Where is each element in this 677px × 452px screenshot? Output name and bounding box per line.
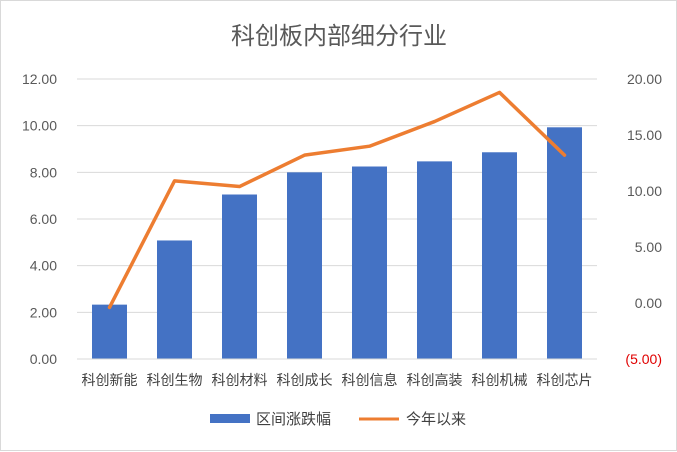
right-tick-label: 0.00 — [635, 295, 662, 311]
bar — [157, 240, 192, 359]
legend-bar-label: 区间涨跌幅 — [256, 410, 331, 428]
legend-line-label: 今年以来 — [406, 410, 466, 428]
left-tick-label: 4.00 — [30, 258, 57, 274]
bar — [92, 305, 127, 359]
left-tick-label: 8.00 — [30, 164, 57, 180]
category-label: 科创生物 — [147, 373, 203, 389]
right-tick-label: 10.00 — [627, 183, 662, 199]
right-tick-label: 15.00 — [627, 127, 662, 143]
category-label: 科创成长 — [277, 373, 333, 389]
left-tick-label: 10.00 — [22, 118, 57, 134]
legend-bar-swatch — [210, 414, 250, 423]
gridlines — [77, 79, 597, 312]
left-axis-ticks: 0.00 2.00 4.00 6.00 8.00 10.00 12.00 — [22, 71, 57, 367]
left-tick-label: 6.00 — [30, 211, 57, 227]
bar — [417, 161, 452, 359]
bar — [222, 195, 257, 360]
left-tick-label: 0.00 — [30, 351, 57, 367]
legend: 区间涨跌幅 今年以来 — [210, 410, 466, 428]
left-tick-label: 2.00 — [30, 304, 57, 320]
right-tick-label: 5.00 — [635, 239, 662, 255]
category-label: 科创材料 — [212, 373, 268, 389]
right-tick-label: 20.00 — [627, 71, 662, 87]
category-label: 科创机械 — [472, 373, 528, 389]
bar — [352, 167, 387, 360]
right-axis-ticks: (5.00) 0.00 5.00 10.00 15.00 20.00 — [625, 71, 662, 367]
bar — [482, 152, 517, 359]
bar — [287, 172, 322, 359]
category-labels: 科创新能科创生物科创材料科创成长科创信息科创高装科创机械科创芯片 — [82, 372, 593, 389]
category-label: 科创高装 — [407, 372, 463, 389]
category-label: 科创信息 — [342, 372, 398, 389]
chart-title: 科创板内部细分行业 — [231, 22, 447, 50]
category-label: 科创新能 — [82, 373, 138, 389]
left-tick-label: 12.00 — [22, 71, 57, 87]
bar — [547, 127, 582, 359]
right-tick-label: (5.00) — [625, 351, 662, 367]
category-label: 科创芯片 — [537, 373, 593, 389]
bar-series — [92, 127, 582, 359]
